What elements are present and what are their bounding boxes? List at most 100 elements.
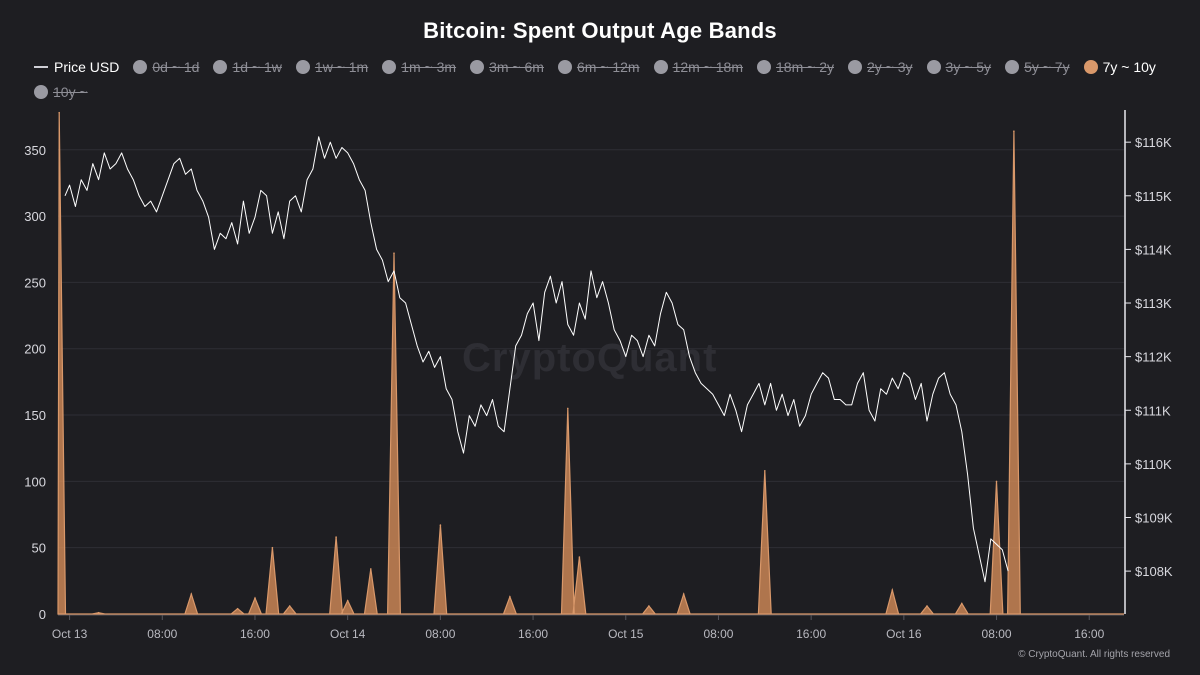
- area-peak-point: [995, 480, 998, 483]
- left-axis-tick-label: 100: [24, 474, 46, 489]
- area-peak-point: [439, 524, 442, 526]
- x-axis: Oct 13 08:00 16:00 Oct 14 08:00 16:00 Oct 15 08…: [52, 614, 1124, 641]
- legend-item-7y-10y[interactable]: 7y ~ 10y: [1083, 58, 1156, 76]
- price-usd-line: [64, 136, 1009, 583]
- x-axis-tick-label: Oct 13: [52, 627, 88, 641]
- legend-item-6m-12m[interactable]: 6m ~ 12m: [557, 58, 640, 76]
- circle-swatch-icon: [295, 60, 310, 74]
- circle-swatch-icon: [757, 60, 772, 74]
- legend-label: 18m ~ 2y: [776, 59, 834, 75]
- right-axis-tick-label: $109K: [1135, 510, 1173, 525]
- area-peak-point: [764, 470, 766, 472]
- legend-label: 6m ~ 12m: [576, 59, 640, 75]
- circle-swatch-icon: [557, 60, 572, 74]
- legend-item-0d-1d[interactable]: 0d ~ 1d: [133, 58, 199, 76]
- area-peak-point: [961, 602, 963, 605]
- line-swatch-icon: [34, 66, 48, 68]
- legend-item-1w-1m[interactable]: 1w ~ 1m: [295, 58, 369, 76]
- legend-item-3y-5y[interactable]: 3y ~ 5y: [926, 58, 992, 76]
- right-axis-tick-label: $108K: [1135, 564, 1173, 579]
- x-axis-tick-label: Oct 15: [608, 627, 644, 641]
- x-axis-tick-label: 08:00: [982, 627, 1012, 641]
- legend-item-10y[interactable]: 10y ~: [34, 83, 88, 101]
- x-axis-tick-label: 16:00: [796, 627, 826, 641]
- left-axis-tick-label: 50: [32, 541, 46, 556]
- legend-item-18m-2y[interactable]: 18m ~ 2y: [757, 58, 834, 76]
- area-peak-point: [236, 607, 239, 610]
- legend-label: 12m ~ 18m: [672, 59, 744, 75]
- left-axis-tick-label: 350: [24, 143, 46, 158]
- legend-label: Price USD: [54, 59, 120, 75]
- left-axis-tick-label: 300: [24, 209, 46, 224]
- right-axis-tick-label: $110K: [1135, 457, 1172, 472]
- left-y-axis: 0 50 100 150 200 250 300 350: [24, 143, 46, 622]
- circle-swatch-icon: [848, 60, 862, 74]
- legend-item-3m-6m[interactable]: 3m ~ 6m: [470, 58, 544, 76]
- legend-item-1m-3m[interactable]: 1m ~ 3m: [382, 58, 456, 76]
- circle-swatch-icon: [653, 60, 668, 74]
- chart-legend: Price USD 0d ~ 1d 1d ~ 1w 1w ~ 1m 1m ~ 3m 3m …: [34, 58, 1174, 101]
- area-7y-10y: [57, 112, 1124, 615]
- area-peak-point: [926, 605, 928, 607]
- circle-swatch-icon: [133, 60, 148, 74]
- circle-swatch-icon: [1083, 60, 1098, 74]
- legend-label: 1m ~ 3m: [401, 59, 457, 75]
- grid-lines: [58, 149, 1124, 615]
- legend-label: 3m ~ 6m: [489, 59, 544, 75]
- legend-label: 0d ~ 1d: [152, 59, 200, 75]
- left-axis-tick-label: 250: [24, 275, 46, 290]
- area-peak-point: [648, 605, 650, 607]
- area-peak-point: [509, 596, 511, 598]
- circle-swatch-icon: [213, 60, 228, 74]
- copyright-text: © CryptoQuant. All rights reserved: [1018, 649, 1170, 660]
- area-peak-point: [891, 589, 894, 591]
- x-axis-tick-label: 08:00: [703, 627, 733, 641]
- area-peak-point: [393, 252, 395, 254]
- area-peak-point: [682, 593, 685, 595]
- legend-item-12m-18m[interactable]: 12m ~ 18m: [653, 58, 744, 76]
- right-axis-tick-label: $111K: [1135, 403, 1171, 418]
- legend-item-price-usd[interactable]: Price USD: [34, 58, 119, 76]
- area-peak-point: [254, 597, 256, 599]
- area-peak-point: [190, 593, 193, 595]
- x-axis-tick-label: 08:00: [147, 627, 177, 641]
- x-axis-tick-label: 16:00: [240, 627, 270, 641]
- right-axis-tick-label: $115K: [1135, 189, 1172, 204]
- x-axis-tick-label: Oct 16: [886, 627, 922, 641]
- legend-label: 1w ~ 1m: [314, 59, 369, 75]
- legend-item-1d-1w[interactable]: 1d ~ 1w: [213, 58, 282, 76]
- x-axis-tick-label: 16:00: [518, 627, 548, 641]
- left-axis-tick-label: 150: [24, 408, 46, 423]
- legend-label: 7y ~ 10y: [1102, 59, 1156, 75]
- x-axis-tick-label: 16:00: [1074, 627, 1104, 641]
- chart-title: Bitcoin: Spent Output Age Bands: [423, 18, 777, 43]
- x-axis-tick-label: 08:00: [425, 627, 455, 641]
- legend-label: 5y ~ 7y: [1024, 59, 1070, 75]
- legend-label: 2y ~ 3y: [867, 59, 913, 75]
- area-peak-point: [288, 605, 291, 607]
- area-peak-point: [58, 111, 60, 114]
- right-axis-tick-label: $112K: [1135, 350, 1172, 365]
- watermark-text: CryptoQuant: [462, 336, 718, 380]
- area-peak-point: [567, 407, 569, 410]
- legend-label: 3y ~ 5y: [945, 59, 992, 75]
- circle-swatch-icon: [34, 85, 48, 99]
- circle-swatch-icon: [470, 60, 485, 74]
- right-axis-tick-label: $114K: [1135, 242, 1172, 257]
- circle-swatch-icon: [926, 60, 941, 74]
- area-peak-point: [346, 599, 349, 602]
- area-peak-point: [97, 611, 100, 614]
- x-axis-tick-label: Oct 14: [330, 627, 366, 641]
- right-axis-tick-label: $116K: [1135, 135, 1172, 150]
- area-peak-point: [370, 568, 372, 570]
- series-7y-10y: [57, 111, 1124, 615]
- series-price-usd: [64, 136, 1009, 583]
- circle-swatch-icon: [1005, 60, 1020, 74]
- legend-label: 10y ~: [53, 84, 88, 100]
- legend-item-5y-7y[interactable]: 5y ~ 7y: [1005, 58, 1070, 76]
- area-peak-point: [271, 546, 274, 549]
- right-axis-tick-label: $113K: [1135, 296, 1172, 311]
- circle-swatch-icon: [382, 60, 397, 74]
- legend-item-2y-3y[interactable]: 2y ~ 3y: [848, 58, 913, 76]
